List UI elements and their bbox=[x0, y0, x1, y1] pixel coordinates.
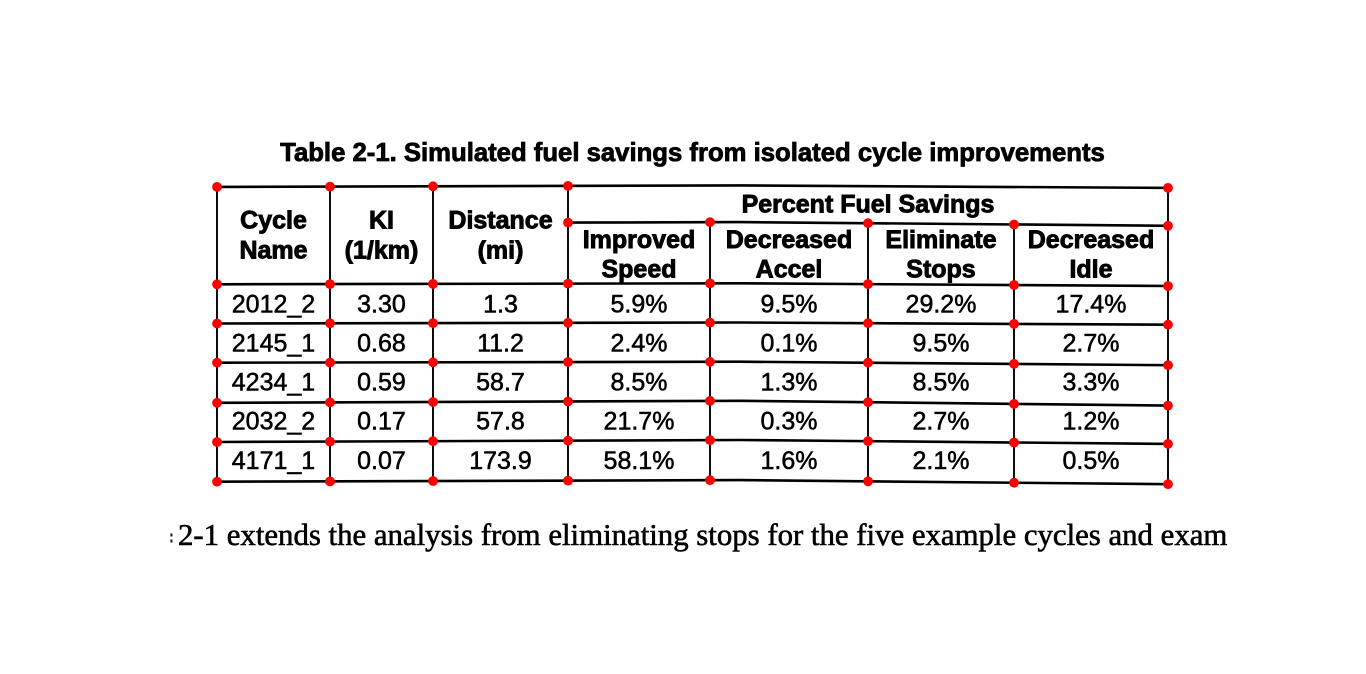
svg-text:Name: Name bbox=[239, 236, 307, 264]
svg-text:0.3%: 0.3% bbox=[761, 408, 818, 436]
svg-text:2145_1: 2145_1 bbox=[232, 330, 315, 358]
svg-text:9.5%: 9.5% bbox=[913, 330, 970, 358]
svg-text:Eliminate: Eliminate bbox=[885, 226, 996, 254]
svg-text:0.17: 0.17 bbox=[357, 408, 406, 436]
svg-text:1.3: 1.3 bbox=[483, 291, 518, 319]
svg-text:173.9: 173.9 bbox=[469, 447, 532, 475]
svg-text:2.1%: 2.1% bbox=[913, 447, 970, 475]
svg-text:Table 2-1. Simulated fuel savi: Table 2-1. Simulated fuel savings from i… bbox=[280, 139, 1105, 167]
svg-text:Idle: Idle bbox=[1069, 256, 1112, 284]
svg-text:8.5%: 8.5% bbox=[913, 368, 970, 396]
svg-text:3.3%: 3.3% bbox=[1063, 368, 1120, 396]
svg-text:Stops: Stops bbox=[906, 256, 975, 284]
svg-text:Accel: Accel bbox=[756, 256, 823, 284]
svg-text:9.5%: 9.5% bbox=[761, 291, 818, 319]
svg-text:2.7%: 2.7% bbox=[1063, 330, 1120, 358]
svg-text:KI: KI bbox=[369, 206, 394, 234]
svg-text:17.4%: 17.4% bbox=[1056, 291, 1127, 319]
svg-text:Decreased: Decreased bbox=[726, 226, 852, 254]
svg-text:1.3%: 1.3% bbox=[761, 368, 818, 396]
svg-text:29.2%: 29.2% bbox=[906, 291, 977, 319]
svg-text:5.9%: 5.9% bbox=[611, 291, 668, 319]
svg-text:(mi): (mi) bbox=[478, 236, 524, 264]
svg-text:0.1%: 0.1% bbox=[761, 330, 818, 358]
svg-text:Decreased: Decreased bbox=[1028, 226, 1154, 254]
svg-text:2012_2: 2012_2 bbox=[232, 291, 315, 319]
svg-text:Speed: Speed bbox=[601, 256, 676, 284]
svg-text:(1/km): (1/km) bbox=[345, 236, 419, 264]
svg-text:2.4%: 2.4% bbox=[611, 330, 668, 358]
svg-text:4171_1: 4171_1 bbox=[232, 447, 315, 475]
svg-text:Cycle: Cycle bbox=[240, 206, 307, 234]
svg-text:Improved: Improved bbox=[583, 226, 696, 254]
svg-text:2.7%: 2.7% bbox=[913, 408, 970, 436]
svg-text:58.7: 58.7 bbox=[476, 368, 525, 396]
svg-text:21.7%: 21.7% bbox=[604, 408, 675, 436]
svg-text:2032_2: 2032_2 bbox=[232, 408, 315, 436]
svg-text:57.8: 57.8 bbox=[476, 408, 525, 436]
svg-text:Distance: Distance bbox=[448, 206, 552, 234]
svg-text:11.2: 11.2 bbox=[477, 330, 524, 358]
svg-text:3.30: 3.30 bbox=[357, 291, 406, 319]
svg-text:2-1 extends the analysis from: 2-1 extends the analysis from eliminatin… bbox=[178, 518, 1227, 552]
svg-text:1.6%: 1.6% bbox=[761, 447, 818, 475]
svg-text:8.5%: 8.5% bbox=[611, 368, 668, 396]
svg-text:4234_1: 4234_1 bbox=[232, 368, 315, 396]
svg-text:0.5%: 0.5% bbox=[1063, 447, 1120, 475]
svg-text:0.07: 0.07 bbox=[357, 447, 406, 475]
svg-text:0.59: 0.59 bbox=[357, 368, 406, 396]
svg-text:0.68: 0.68 bbox=[357, 330, 406, 358]
svg-text:1.2%: 1.2% bbox=[1063, 408, 1120, 436]
svg-text:Percent Fuel Savings: Percent Fuel Savings bbox=[742, 191, 995, 219]
svg-text:58.1%: 58.1% bbox=[604, 447, 675, 475]
